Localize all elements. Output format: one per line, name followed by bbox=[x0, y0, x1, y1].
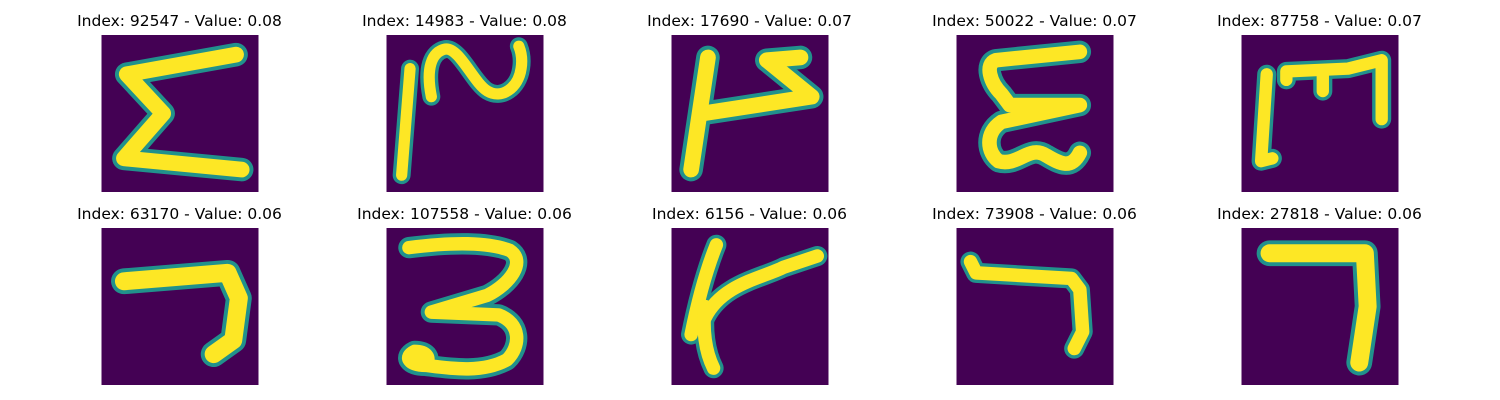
panel-image bbox=[956, 35, 1114, 192]
panel-1: Index: 92547 - Value: 0.08 bbox=[37, 0, 322, 192]
panel-image bbox=[671, 35, 829, 192]
panel-title: Index: 17690 - Value: 0.07 bbox=[647, 12, 852, 30]
panel-title: Index: 6156 - Value: 0.06 bbox=[652, 205, 847, 223]
panel-title: Index: 92547 - Value: 0.08 bbox=[77, 12, 282, 30]
panel-3: Index: 17690 - Value: 0.07 bbox=[607, 0, 892, 192]
panel-image bbox=[386, 35, 544, 192]
panel-title: Index: 14983 - Value: 0.08 bbox=[362, 12, 567, 30]
panel-9: Index: 73908 - Value: 0.06 bbox=[892, 193, 1177, 385]
panel-image bbox=[671, 228, 829, 385]
panel-7: Index: 107558 - Value: 0.06 bbox=[322, 193, 607, 385]
panel-10: Index: 27818 - Value: 0.06 bbox=[1177, 193, 1462, 385]
panel-image bbox=[101, 35, 259, 192]
panel-title: Index: 27818 - Value: 0.06 bbox=[1217, 205, 1422, 223]
panel-2: Index: 14983 - Value: 0.08 bbox=[322, 0, 607, 192]
panel-title: Index: 107558 - Value: 0.06 bbox=[357, 205, 572, 223]
panel-4: Index: 50022 - Value: 0.07 bbox=[892, 0, 1177, 192]
panel-6: Index: 63170 - Value: 0.06 bbox=[37, 193, 322, 385]
panel-image bbox=[1241, 228, 1399, 385]
panel-8: Index: 6156 - Value: 0.06 bbox=[607, 193, 892, 385]
panel-image bbox=[101, 228, 259, 385]
panel-5: Index: 87758 - Value: 0.07 bbox=[1177, 0, 1462, 192]
panel-title: Index: 87758 - Value: 0.07 bbox=[1217, 12, 1422, 30]
panel-title: Index: 63170 - Value: 0.06 bbox=[77, 205, 282, 223]
panel-image bbox=[386, 228, 544, 385]
panel-title: Index: 73908 - Value: 0.06 bbox=[932, 205, 1137, 223]
panel-image bbox=[1241, 35, 1399, 192]
panel-title: Index: 50022 - Value: 0.07 bbox=[932, 12, 1137, 30]
panel-image bbox=[956, 228, 1114, 385]
